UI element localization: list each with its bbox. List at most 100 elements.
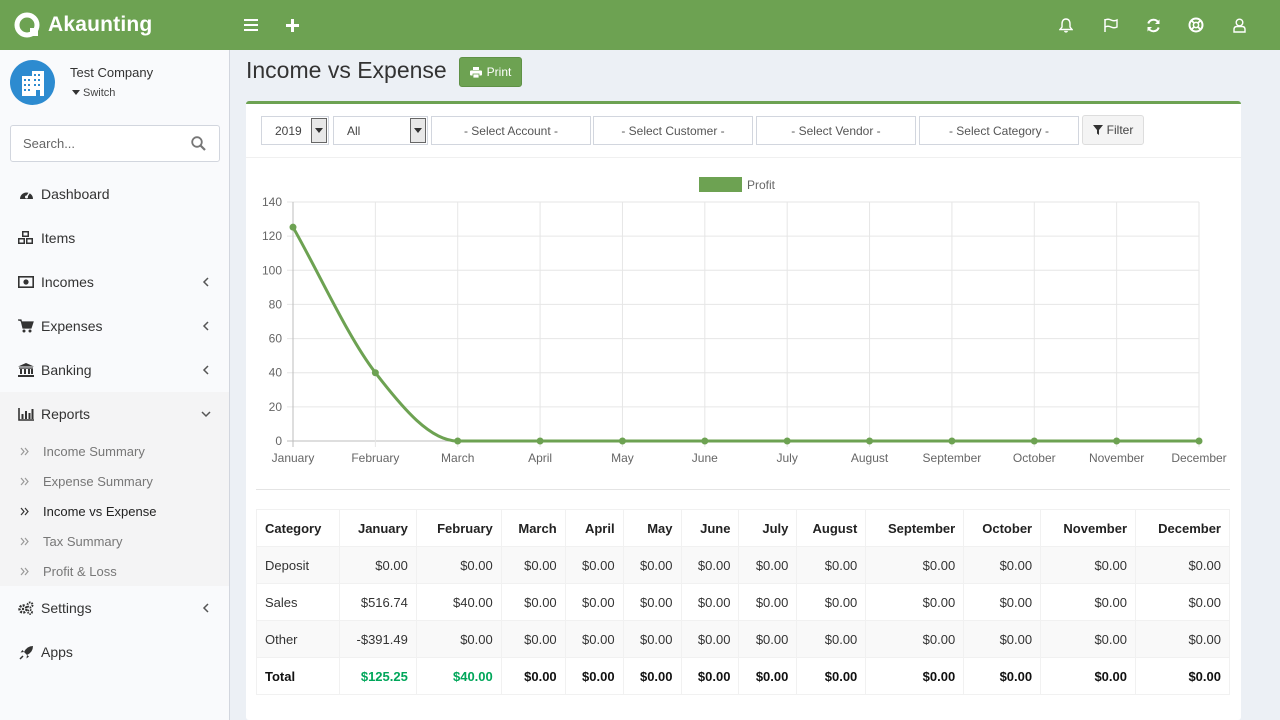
row-amount-cell: $516.74 <box>338 583 417 621</box>
x-tick-label: February <box>351 451 399 465</box>
line-chart-svg: Profit 0 20 40 60 80 100 120 140 January February M… <box>262 177 1227 465</box>
sidebar-item-expenses[interactable]: Expenses <box>0 304 229 348</box>
column-header-month: December <box>1135 509 1230 547</box>
refresh-icon <box>1146 18 1160 32</box>
status-select[interactable]: All <box>333 116 428 145</box>
x-tick-label: September <box>923 451 982 465</box>
sidebar-item-banking[interactable]: Banking <box>0 348 229 392</box>
sidebar-item-label: Apps <box>41 644 73 660</box>
x-tick-label: January <box>272 451 315 465</box>
row-amount-cell: $0.00 <box>1040 583 1136 621</box>
sidebar-search <box>10 125 220 162</box>
row-amount-cell: $0.00 <box>415 620 502 658</box>
customer-select[interactable]: - Select Customer - <box>593 116 753 145</box>
row-amount-cell: $0.00 <box>865 546 965 584</box>
submenu-item-label: Tax Summary <box>43 533 123 549</box>
total-amount-cell: $0.00 <box>680 657 740 695</box>
filter-icon <box>1092 125 1103 135</box>
row-amount-cell: $0.00 <box>415 546 502 584</box>
sidebar-item-items[interactable]: Items <box>0 216 229 260</box>
total-amount-cell: $0.00 <box>564 657 624 695</box>
bars-icon <box>244 19 258 31</box>
submenu-item-profit-loss[interactable]: Profit & Loss <box>0 556 229 586</box>
page-title: Income vs Expense <box>246 57 447 83</box>
row-amount-cell: $0.00 <box>963 583 1042 621</box>
sidebar-item-incomes[interactable]: Incomes <box>0 260 229 304</box>
print-icon <box>469 66 482 78</box>
row-amount-cell: $0.00 <box>564 583 624 621</box>
plus-icon <box>285 18 299 32</box>
caret-down-icon <box>72 90 80 95</box>
user-menu-button[interactable] <box>1227 13 1251 37</box>
column-header-month: July <box>738 509 798 547</box>
search-input[interactable] <box>23 136 183 151</box>
row-amount-cell: $0.00 <box>500 620 566 658</box>
y-tick-label: 100 <box>262 263 282 277</box>
column-header-month: February <box>415 509 502 547</box>
bar-chart-icon <box>18 406 34 422</box>
row-amount-cell: $0.00 <box>1135 620 1230 658</box>
x-tick-label: November <box>1089 451 1144 465</box>
submenu-item-expense-summary[interactable]: Expense Summary <box>0 466 229 496</box>
cubes-icon <box>18 230 34 246</box>
submenu-item-income-vs-expense[interactable]: Income vs Expense <box>0 496 229 526</box>
table-header-row: Category January February March April May June… <box>256 509 1230 547</box>
refresh-button[interactable] <box>1141 13 1165 37</box>
quick-add-button[interactable] <box>280 13 304 37</box>
total-amount-cell: $0.00 <box>500 657 566 695</box>
y-tick-label: 0 <box>275 434 282 448</box>
help-button[interactable] <box>1184 13 1208 37</box>
row-amount-cell: $0.00 <box>963 620 1042 658</box>
total-amount-cell: $0.00 <box>963 657 1042 695</box>
x-tick-label: October <box>1013 451 1056 465</box>
row-amount-cell: $0.00 <box>622 620 682 658</box>
sidebar-item-settings[interactable]: Settings <box>0 586 229 630</box>
filter-bar: 2019 All - Select Account - - Select Cus… <box>246 104 1241 158</box>
submenu-item-tax-summary[interactable]: Tax Summary <box>0 526 229 556</box>
row-amount-cell: $0.00 <box>622 583 682 621</box>
chevron-left-icon <box>202 365 209 375</box>
brand-logo[interactable]: Akaunting <box>14 11 152 39</box>
table-row: Deposit $0.00 $0.00 $0.00 $0.00 $0.00 $0.00 $0.… <box>256 546 1230 584</box>
company-name: Test Company <box>70 65 154 80</box>
brand-name: Akaunting <box>48 13 153 36</box>
filter-button[interactable]: Filter <box>1082 115 1144 145</box>
row-amount-cell: $0.00 <box>1040 546 1136 584</box>
column-header-category: Category <box>256 509 340 547</box>
flag-icon <box>1103 18 1118 32</box>
row-amount-cell: $0.00 <box>738 583 798 621</box>
row-amount-cell: $0.00 <box>622 546 682 584</box>
search-icon <box>191 136 206 151</box>
sidebar-item-apps[interactable]: Apps <box>0 630 229 674</box>
sidebar-item-reports[interactable]: Reports <box>0 392 229 436</box>
profit-data-point <box>618 437 626 445</box>
user-icon <box>1232 18 1246 33</box>
cart-icon <box>18 318 34 334</box>
account-select[interactable]: - Select Account - <box>431 116 591 145</box>
chevron-down-icon <box>201 411 211 418</box>
column-header-month: September <box>865 509 965 547</box>
sidebar-item-dashboard[interactable]: Dashboard <box>0 172 229 216</box>
sidebar-toggle-button[interactable] <box>239 13 263 37</box>
company-switch-link[interactable]: Switch <box>72 87 115 99</box>
column-header-month: April <box>564 509 624 547</box>
profit-data-point <box>1030 437 1038 445</box>
angle-double-right-icon <box>20 567 30 576</box>
category-select[interactable]: - Select Category - <box>919 116 1079 145</box>
profit-series-line <box>291 226 1199 443</box>
column-header-month: November <box>1040 509 1136 547</box>
company-panel: Test Company Switch <box>10 60 220 106</box>
search-button[interactable] <box>191 136 207 152</box>
year-select[interactable]: 2019 <box>261 116 329 145</box>
y-tick-label: 120 <box>262 229 282 243</box>
rocket-icon <box>18 644 34 660</box>
vendor-select[interactable]: - Select Vendor - <box>756 116 916 145</box>
notifications-button[interactable] <box>1054 13 1078 37</box>
total-amount-cell: $0.00 <box>622 657 682 695</box>
print-button[interactable]: Print <box>459 57 522 87</box>
table-total-row: Total $125.25 $40.00 $0.00 $0.00 $0.00 $0.00 $0… <box>256 657 1230 695</box>
total-amount-cell: $0.00 <box>1135 657 1230 695</box>
flag-button[interactable] <box>1098 13 1122 37</box>
submenu-item-income-summary[interactable]: Income Summary <box>0 436 229 466</box>
row-amount-cell: $0.00 <box>338 546 417 584</box>
